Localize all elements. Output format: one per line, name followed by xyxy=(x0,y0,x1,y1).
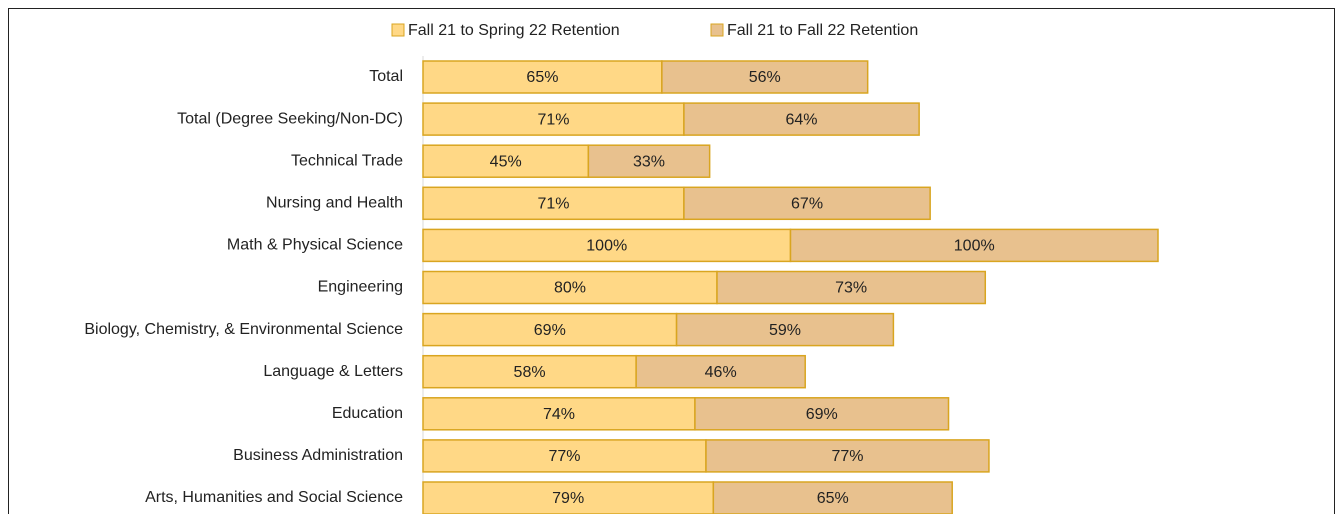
bar-segment xyxy=(716,270,987,305)
data-label: 77% xyxy=(831,448,863,465)
data-label: 46% xyxy=(705,364,737,381)
data-label: 71% xyxy=(537,196,569,213)
bar-segment xyxy=(675,312,895,347)
data-label: 77% xyxy=(548,448,580,465)
bar-segment xyxy=(422,270,718,305)
bar-segment xyxy=(661,60,869,94)
category-label: Language & Letters xyxy=(263,363,403,380)
data-label: 59% xyxy=(769,322,801,339)
bar-segment xyxy=(789,228,1159,263)
bar-segment xyxy=(422,102,685,136)
legend-swatch xyxy=(391,23,405,37)
category-label: Nursing and Health xyxy=(266,195,403,212)
data-label: 71% xyxy=(537,111,569,128)
category-label: Total (Degree Seeking/Non-DC) xyxy=(177,110,403,127)
data-label: 67% xyxy=(791,196,823,213)
legend-swatch xyxy=(710,23,724,37)
data-label: 65% xyxy=(817,490,849,507)
category-label: Biology, Chemistry, & Environmental Scie… xyxy=(84,321,403,338)
bar-segment xyxy=(422,60,663,94)
data-label: 73% xyxy=(835,280,867,297)
bar-segment xyxy=(712,481,953,514)
data-label: 69% xyxy=(806,406,838,423)
bar-segment xyxy=(635,354,806,389)
bar-segment xyxy=(422,228,792,263)
data-label: 80% xyxy=(554,280,586,297)
bar-segment xyxy=(422,144,590,178)
bar-segment xyxy=(422,481,715,514)
data-label: 58% xyxy=(514,364,546,381)
category-label: Arts, Humanities and Social Science xyxy=(145,489,403,506)
data-label: 100% xyxy=(586,238,627,255)
data-label: 64% xyxy=(786,111,818,128)
data-label: 74% xyxy=(543,406,575,423)
legend-label: Fall 21 to Spring 22 Retention xyxy=(408,22,620,39)
bar-segment xyxy=(705,439,990,473)
bar-segment xyxy=(422,186,685,221)
category-label: Technical Trade xyxy=(291,152,403,169)
bar-segment xyxy=(683,102,920,136)
data-label: 33% xyxy=(633,153,665,170)
bar-segment xyxy=(587,144,711,178)
legend-label: Fall 21 to Fall 22 Retention xyxy=(727,22,918,39)
data-label: 65% xyxy=(526,69,558,86)
category-label: Education xyxy=(332,405,403,422)
bar-segment xyxy=(422,312,678,347)
data-label: 79% xyxy=(552,490,584,507)
data-label: 56% xyxy=(749,69,781,86)
category-label: Business Administration xyxy=(233,447,403,464)
data-label: 45% xyxy=(490,153,522,170)
data-label: 69% xyxy=(534,322,566,339)
data-label: 100% xyxy=(954,238,995,255)
category-label: Math & Physical Science xyxy=(227,237,403,254)
bar-segment xyxy=(694,397,950,431)
category-label: Total xyxy=(369,68,403,85)
bar-segment xyxy=(422,439,707,473)
bar-segment xyxy=(683,186,931,221)
bar-segment xyxy=(422,354,637,389)
category-label: Engineering xyxy=(318,279,403,296)
